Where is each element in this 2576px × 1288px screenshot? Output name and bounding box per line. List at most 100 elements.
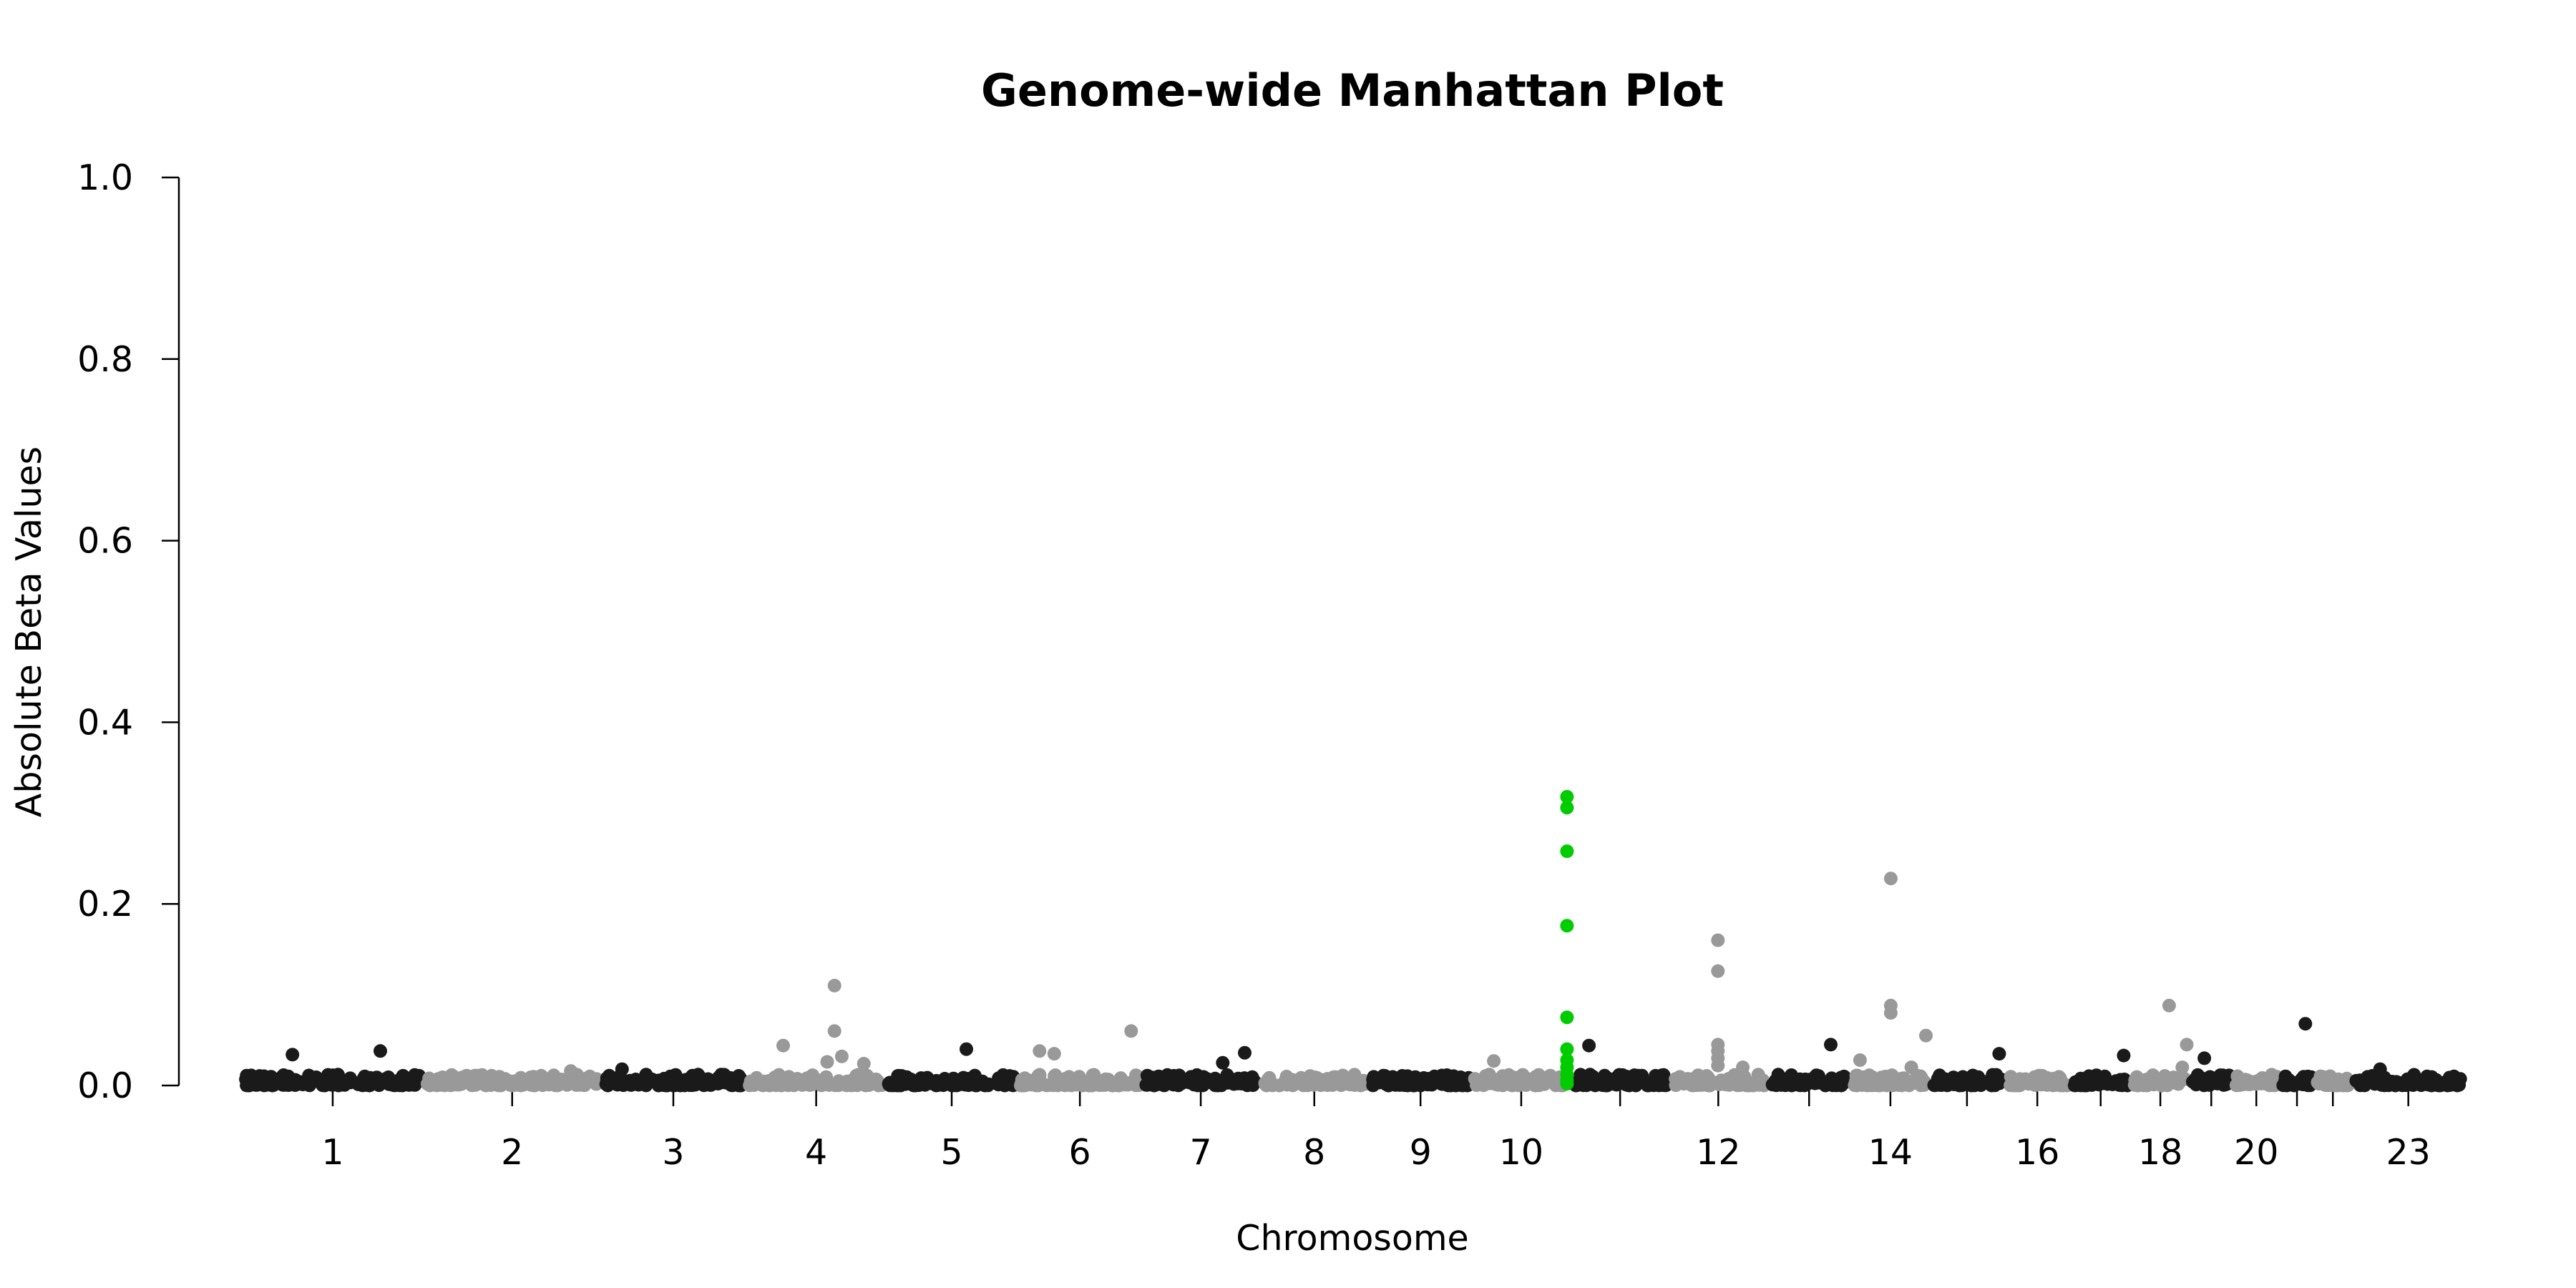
chromosome-20-points — [2229, 1068, 2284, 1093]
chromosome-14-points — [1848, 1068, 1932, 1093]
data-point — [883, 1075, 897, 1090]
data-point — [2208, 1074, 2222, 1088]
data-point — [1338, 1076, 1352, 1091]
highlight-point — [1560, 919, 1574, 933]
chromosome-21-points — [2276, 1069, 2318, 1093]
data-point — [2229, 1078, 2243, 1093]
x-tick-label: 1 — [321, 1132, 343, 1173]
y-tick-label: 0.2 — [77, 884, 133, 924]
data-point — [2287, 1078, 2301, 1093]
chromosome-8-points — [1258, 1068, 1373, 1093]
data-point — [1711, 964, 1725, 978]
data-point — [326, 1075, 340, 1090]
x-tick-label: 8 — [1303, 1132, 1325, 1173]
data-point — [1310, 1070, 1324, 1085]
data-point — [1704, 1074, 1718, 1088]
peaks-series — [286, 872, 2387, 1078]
axes: 0.00.20.40.60.81.01 2 3 4 5 6 7 8 9 10 12 14 16 18 20 2… — [77, 157, 2431, 1173]
data-point — [1435, 1068, 1449, 1083]
data-point — [1528, 1072, 1542, 1086]
data-point — [1771, 1068, 1785, 1082]
highlight-point — [1560, 790, 1574, 804]
data-point — [1789, 1075, 1803, 1090]
data-point — [2012, 1074, 2026, 1088]
x-tick-label: 20 — [2234, 1132, 2278, 1173]
data-point — [589, 1077, 603, 1091]
data-point — [2446, 1071, 2461, 1085]
chromosome-2-points — [420, 1068, 604, 1093]
data-point — [2073, 1077, 2087, 1091]
data-point — [258, 1074, 273, 1088]
data-point — [2298, 1017, 2313, 1031]
highlight-point — [1560, 1077, 1574, 1091]
data-point — [316, 1078, 330, 1093]
data-point — [1029, 1078, 1043, 1093]
data-point — [1400, 1078, 1415, 1093]
data-point — [551, 1075, 565, 1089]
data-point — [2419, 1075, 2433, 1089]
data-point — [2385, 1075, 2399, 1088]
data-point — [1631, 1068, 1645, 1083]
data-point — [743, 1074, 758, 1088]
data-point — [1930, 1076, 1943, 1091]
x-tick-label: 3 — [662, 1132, 684, 1173]
data-point — [1216, 1055, 1230, 1070]
data-point — [766, 1076, 781, 1091]
x-tick-label: 5 — [940, 1132, 962, 1173]
data-point — [1992, 1076, 2006, 1091]
chromosome-23-points — [2349, 1068, 2467, 1093]
data-point — [1992, 1047, 2006, 1061]
data-point — [1769, 1078, 1783, 1093]
x-tick-label: 9 — [1410, 1132, 1432, 1173]
chromosome-10-points — [1468, 1068, 1575, 1093]
data-point — [1238, 1045, 1252, 1060]
data-point — [1234, 1077, 1249, 1091]
data-point — [578, 1073, 592, 1087]
highlight-point — [1560, 1010, 1574, 1025]
chromosome-11-points — [1568, 1068, 1673, 1093]
data-point — [2162, 998, 2176, 1013]
data-point — [2180, 1038, 2194, 1052]
data-point — [655, 1077, 669, 1091]
data-point — [2129, 1078, 2143, 1093]
x-tick-label: 2 — [501, 1132, 523, 1173]
data-point — [635, 1076, 650, 1091]
chromosome-22-points — [2311, 1069, 2355, 1093]
chromosome-19-points — [2185, 1068, 2236, 1093]
data-point — [1377, 1069, 1392, 1083]
data-point — [2406, 1078, 2420, 1092]
data-point — [894, 1069, 909, 1083]
data-point — [806, 1068, 819, 1083]
data-point — [1736, 1060, 1750, 1075]
x-tick-label: 6 — [1069, 1132, 1091, 1173]
x-tick-label: 4 — [805, 1132, 827, 1173]
data-point — [1112, 1078, 1126, 1093]
data-point — [625, 1077, 640, 1091]
data-point — [522, 1072, 536, 1086]
data-point — [860, 1071, 874, 1085]
y-tick-label: 0.8 — [77, 339, 133, 380]
y-tick-label: 0.0 — [77, 1065, 133, 1106]
data-point — [1262, 1070, 1277, 1085]
data-point — [2197, 1051, 2212, 1065]
chromosome-3-points — [599, 1068, 748, 1093]
data-point — [822, 1078, 836, 1092]
data-point — [1853, 1053, 1867, 1067]
data-point — [382, 1077, 396, 1091]
chromosome-1-points — [239, 1068, 426, 1093]
data-point — [536, 1077, 550, 1091]
data-point — [351, 1078, 366, 1091]
data-point — [850, 1078, 864, 1093]
data-point — [776, 1038, 790, 1053]
x-tick-label: 12 — [1696, 1132, 1740, 1173]
chromosome-6-points — [1014, 1068, 1146, 1093]
x-axis-label: Chromosome — [1236, 1218, 1468, 1259]
data-point — [827, 1024, 841, 1038]
y-tick-label: 1.0 — [77, 157, 133, 198]
data-point — [374, 1044, 387, 1058]
chromosome-4-points — [743, 1068, 889, 1093]
data-point — [731, 1069, 746, 1083]
data-point — [857, 1057, 871, 1070]
data-point — [1098, 1072, 1113, 1086]
